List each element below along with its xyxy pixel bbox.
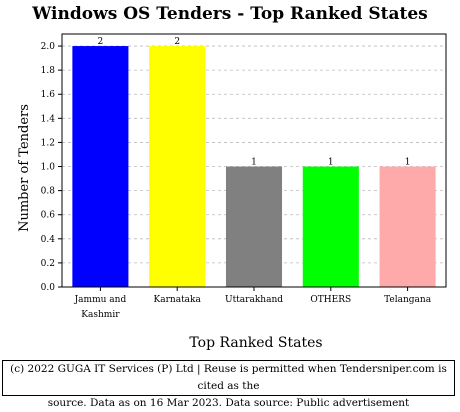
x-tick-label: OTHERS [310,295,351,305]
data-label: 1 [251,158,257,168]
y-tick-label: 0.2 [41,259,55,269]
y-tick-label: 0.0 [41,283,56,293]
bar-0 [72,46,129,287]
y-tick-label: 1.8 [41,66,56,76]
bar-2 [225,166,283,287]
x-tick-label: Uttarakhand [225,295,283,305]
y-tick-label: 1.2 [41,138,55,148]
footer-credit: (c) 2022 GUGA IT Services (P) Ltd | Reus… [2,360,455,409]
bar-4 [379,166,436,287]
footer-line-2: source. Data as on 16 Mar 2023. Data sou… [47,397,410,409]
y-tick-label: 2.0 [41,42,56,52]
footer-line-1: (c) 2022 GUGA IT Services (P) Ltd | Reus… [10,363,447,392]
data-label: 1 [405,158,411,168]
chart-title: Windows OS Tenders - Top Ranked States [32,4,428,24]
data-label: 2 [98,37,104,47]
bar-chart: 2 2 1 1 1 0.0 0.2 0.4 0.6 0.8 1.0 1.2 1.4 1.6 1.8 2.0 J… [17,33,447,351]
x-tick-label: Telangana [384,295,432,305]
bar-1 [149,46,206,287]
bars [72,46,436,287]
data-labels: 2 2 1 1 1 [98,37,411,167]
y-tick-label: 0.8 [41,187,56,197]
axes: 0.0 0.2 0.4 0.6 0.8 1.0 1.2 1.4 1.6 1.8 2.0 Jammu a… [41,33,447,320]
x-tick-label: Kashmir [81,310,120,320]
data-label: 2 [174,37,180,47]
data-label: 1 [328,158,334,168]
y-tick-label: 1.6 [41,90,56,100]
y-tick-label: 0.6 [41,211,56,221]
y-tick-label: 0.4 [41,235,56,245]
y-tick-label: 1.0 [41,163,56,173]
y-axis-label: Number of Tenders [17,104,32,232]
x-tick-label: Karnataka [154,295,202,305]
x-tick-label: Jammu and [74,295,127,305]
bar-3 [302,166,359,287]
x-axis-label: Top Ranked States [189,335,322,351]
y-tick-label: 1.4 [41,114,56,124]
